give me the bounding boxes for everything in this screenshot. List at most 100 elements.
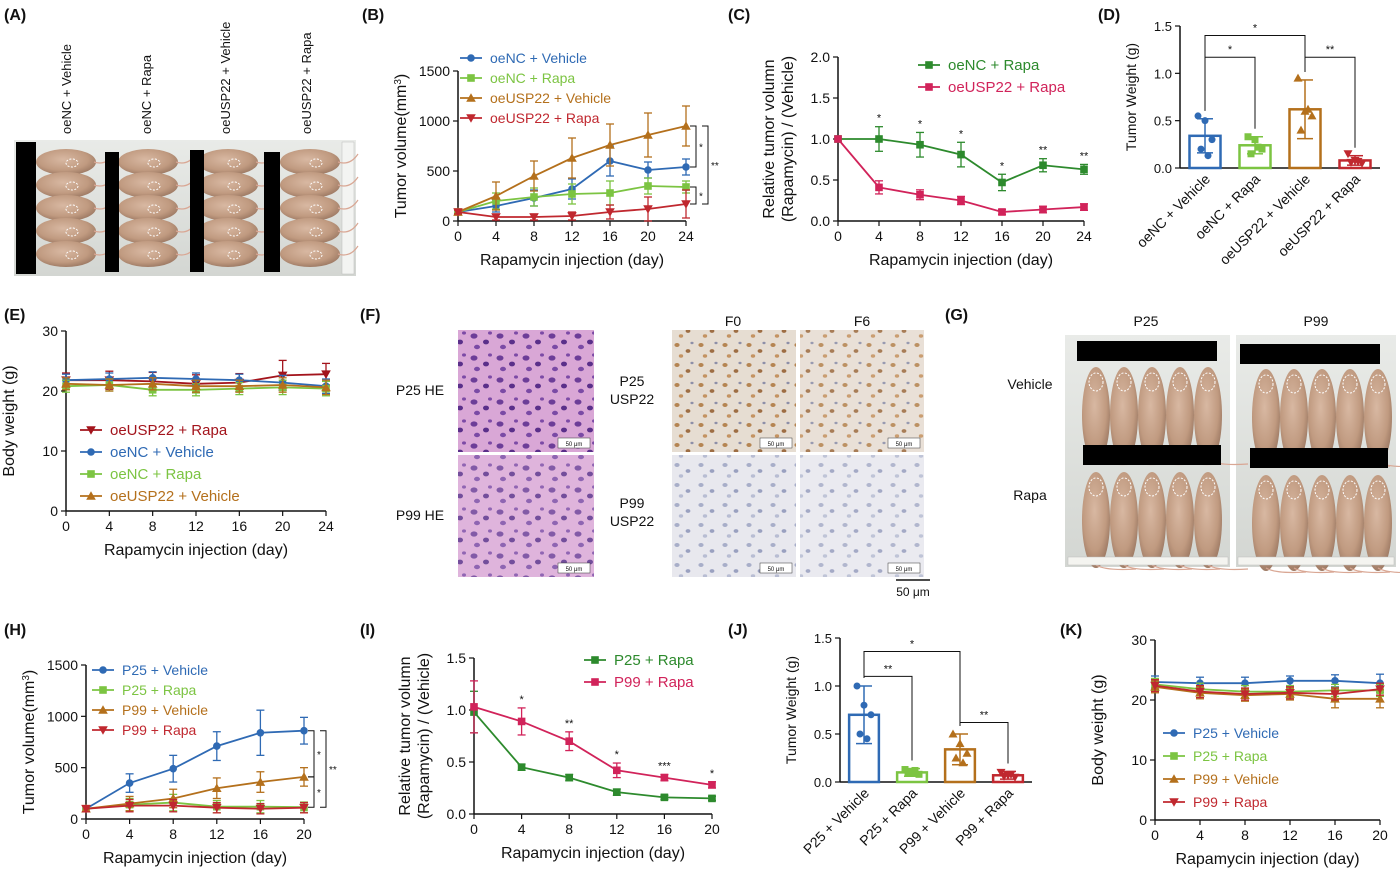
category-label: oeUSP22 + Vehicle bbox=[1216, 171, 1313, 268]
mouse bbox=[1280, 475, 1308, 571]
tumor-outline bbox=[147, 181, 161, 191]
significance-star: * bbox=[918, 118, 923, 130]
legend-label: oeUSP22 + Rapa bbox=[490, 110, 600, 126]
legend-swatch-marker bbox=[98, 726, 108, 735]
y-tick-label: 1.0 bbox=[811, 131, 831, 147]
chart-panel-h: 0 4 8 12 16 20 0 500 1000 1500 Rapamycin injection… bbox=[21, 657, 337, 867]
data-point bbox=[517, 763, 526, 771]
ruler bbox=[1067, 556, 1229, 566]
panel-a-label-1: oeNC + Vehicle bbox=[59, 44, 74, 134]
significance-label: ** bbox=[711, 161, 719, 172]
x-tick-label: 24 bbox=[678, 228, 694, 244]
mouse bbox=[198, 172, 258, 198]
data-point bbox=[867, 711, 875, 719]
x-axis-label: Rapamycin injection (day) bbox=[480, 252, 664, 269]
series-line bbox=[1154, 685, 1380, 700]
data-point bbox=[1208, 136, 1216, 144]
data-point bbox=[643, 205, 653, 214]
x-tick-label: 0 bbox=[834, 228, 842, 244]
data-point bbox=[1303, 104, 1313, 113]
x-tick-label: 16 bbox=[1327, 827, 1343, 843]
mouse bbox=[1364, 369, 1392, 465]
x-tick-label: 8 bbox=[1241, 827, 1249, 843]
mouse bbox=[118, 149, 178, 175]
x-tick-label: 16 bbox=[657, 821, 673, 837]
mouse bbox=[1082, 367, 1110, 463]
y-tick-label: 0.5 bbox=[447, 754, 467, 770]
data-point bbox=[613, 766, 621, 775]
tumor-outline bbox=[65, 181, 79, 191]
data-point bbox=[529, 213, 539, 222]
data-point bbox=[1080, 165, 1088, 174]
panel-label-i: (I) bbox=[360, 622, 375, 639]
y-tick-label: 0.0 bbox=[811, 213, 831, 229]
significance-label: * bbox=[317, 750, 321, 761]
x-axis-label: Rapamycin injection (day) bbox=[104, 542, 288, 559]
x-tick-label: 24 bbox=[318, 518, 334, 534]
scale-text: 50 μm bbox=[566, 442, 583, 448]
mouse bbox=[280, 241, 340, 267]
panel-label-d: (D) bbox=[1098, 7, 1120, 24]
tail bbox=[1179, 564, 1221, 571]
col-header-f0: F0 bbox=[725, 313, 742, 329]
ihc-image-p99-f6 bbox=[800, 455, 924, 577]
significance-label: * bbox=[699, 192, 703, 203]
x-tick-label: 16 bbox=[253, 826, 269, 842]
data-point bbox=[1251, 136, 1259, 144]
significance-star: *** bbox=[658, 760, 672, 772]
y-tick-label: 1.0 bbox=[1154, 66, 1172, 81]
data-point bbox=[1244, 133, 1252, 141]
mouse bbox=[118, 195, 178, 221]
tail bbox=[337, 222, 359, 233]
data-point bbox=[916, 190, 924, 199]
mouse bbox=[1252, 475, 1280, 571]
tumor-outline bbox=[1116, 372, 1132, 392]
redaction-bar bbox=[264, 152, 280, 272]
y-tick-label: 0.5 bbox=[811, 172, 831, 188]
significance-label: * bbox=[699, 143, 703, 154]
mouse bbox=[1364, 475, 1392, 571]
tumor-outline bbox=[1088, 477, 1104, 497]
data-point bbox=[125, 779, 134, 787]
x-tick-label: 20 bbox=[1035, 228, 1051, 244]
x-tick-label: 16 bbox=[994, 228, 1010, 244]
series-line bbox=[1154, 684, 1381, 695]
data-point bbox=[453, 208, 463, 217]
data-point bbox=[1247, 150, 1255, 158]
data-point bbox=[606, 189, 614, 197]
y-tick-label: 1500 bbox=[419, 63, 450, 79]
data-point bbox=[915, 770, 923, 778]
y-tick-label: 1.0 bbox=[814, 679, 832, 694]
data-point bbox=[491, 213, 501, 222]
significance-bracket bbox=[702, 125, 709, 205]
y-tick-label: 1.5 bbox=[1154, 19, 1172, 34]
col-header-p25: P25 bbox=[1134, 313, 1159, 329]
tumor-outline bbox=[1286, 374, 1302, 394]
data-point bbox=[875, 183, 883, 192]
data-point bbox=[682, 183, 690, 191]
y-axis-label-text: Tumor volume(mm bbox=[21, 681, 38, 815]
data-point bbox=[255, 804, 266, 814]
x-tick-label: 0 bbox=[454, 228, 462, 244]
mouse bbox=[1166, 367, 1194, 463]
redaction-bar bbox=[1077, 341, 1217, 361]
tumor-outline bbox=[147, 204, 161, 214]
legend-label: oeNC + Rapa bbox=[490, 70, 575, 86]
tail bbox=[1293, 567, 1335, 574]
tumor-outline bbox=[1286, 480, 1302, 500]
y-tick-label: 10 bbox=[42, 443, 58, 459]
panel-a-label-4: oeUSP22 + Rapa bbox=[299, 32, 314, 134]
legend-swatch-marker bbox=[925, 61, 933, 69]
x-tick-label: 12 bbox=[209, 826, 225, 842]
mouse bbox=[1252, 369, 1280, 465]
mouse bbox=[1308, 369, 1336, 465]
mouse bbox=[1194, 472, 1222, 568]
data-point bbox=[644, 166, 652, 174]
mouse bbox=[1308, 475, 1336, 571]
x-tick-label: 8 bbox=[916, 228, 924, 244]
tumor-outline bbox=[1172, 372, 1188, 392]
x-tick-label: 16 bbox=[232, 518, 248, 534]
y-axis-label: Body weight (g) bbox=[1090, 674, 1107, 785]
y-axis-label: Tumor volume(mm3) bbox=[21, 670, 39, 815]
x-axis-label: Rapamycin injection (day) bbox=[869, 252, 1053, 269]
